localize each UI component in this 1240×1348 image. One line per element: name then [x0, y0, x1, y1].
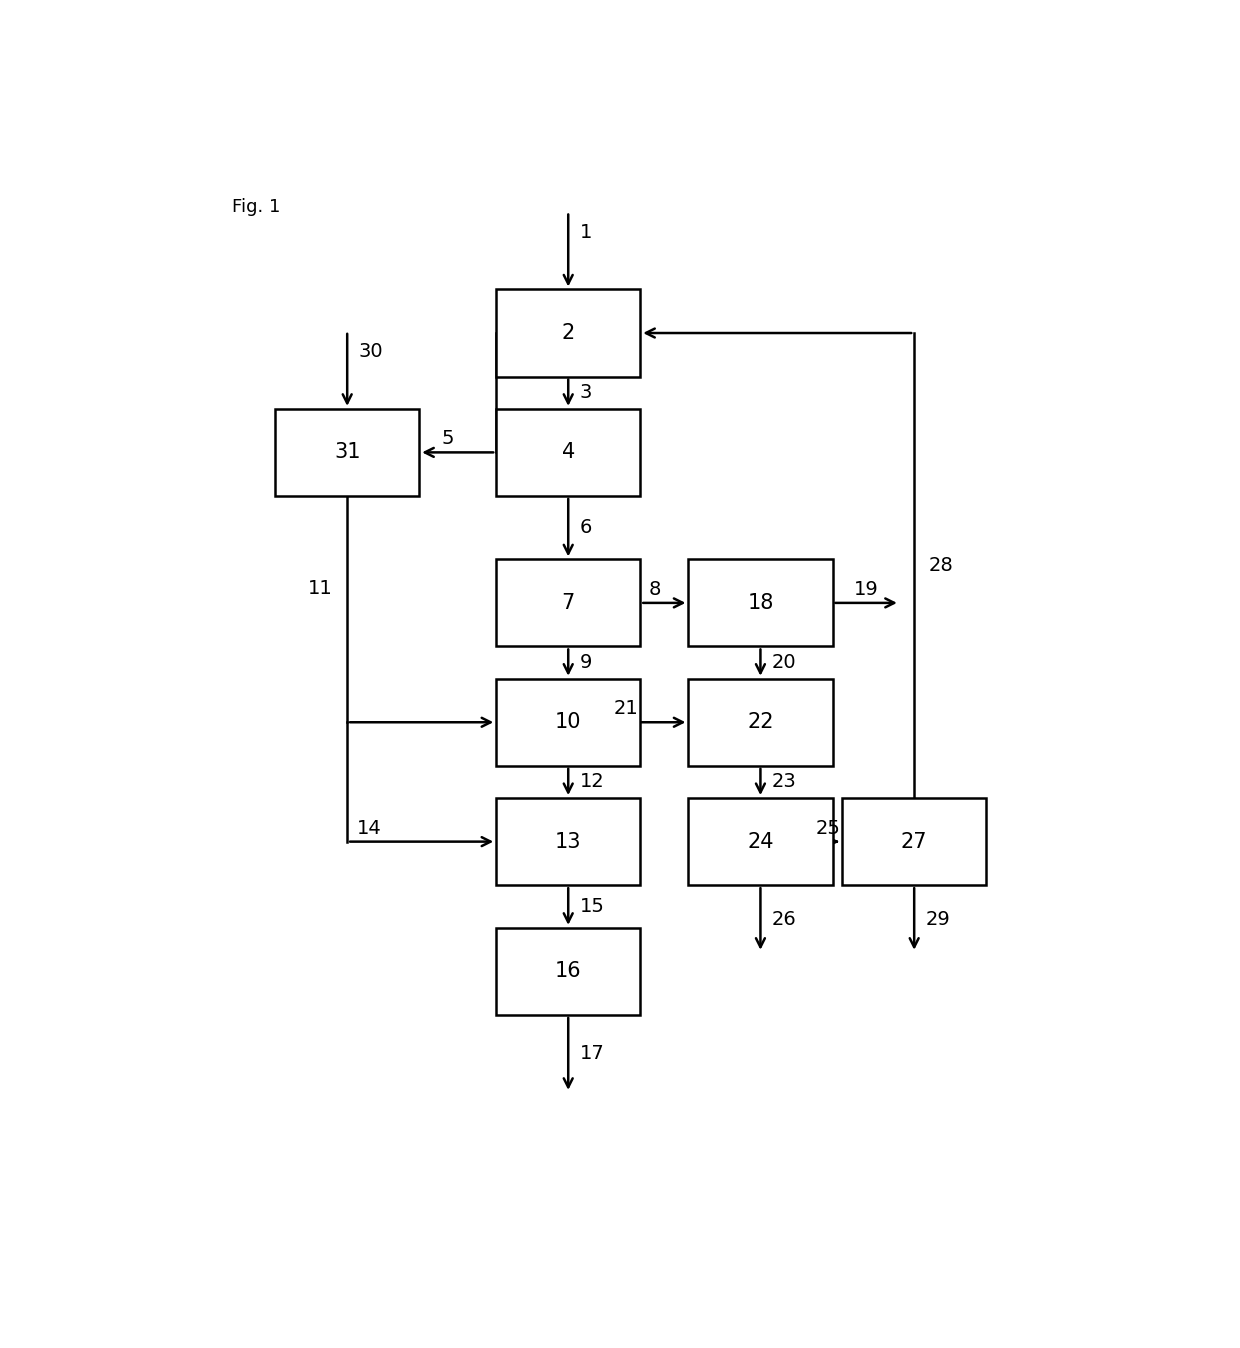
Text: 1: 1	[580, 222, 593, 241]
Bar	[496, 290, 640, 376]
Bar	[496, 798, 640, 886]
Text: 11: 11	[308, 578, 332, 599]
Bar	[496, 678, 640, 766]
Text: 24: 24	[748, 832, 774, 852]
Text: 6: 6	[580, 518, 593, 537]
Text: 8: 8	[649, 580, 661, 599]
Bar	[842, 798, 986, 886]
Text: 29: 29	[926, 910, 951, 929]
Text: 30: 30	[358, 342, 383, 361]
Text: 22: 22	[748, 712, 774, 732]
Text: 9: 9	[580, 652, 593, 673]
Bar	[688, 798, 832, 886]
Bar	[688, 678, 832, 766]
Text: 5: 5	[441, 430, 454, 449]
Text: 2: 2	[562, 324, 575, 342]
Text: 7: 7	[562, 593, 575, 613]
Text: 26: 26	[773, 910, 797, 929]
Text: 12: 12	[580, 772, 605, 791]
Bar	[496, 408, 640, 496]
Text: 28: 28	[929, 555, 954, 576]
Text: 31: 31	[334, 442, 361, 462]
Text: 27: 27	[901, 832, 928, 852]
Text: 14: 14	[357, 818, 382, 837]
Bar	[496, 559, 640, 647]
Text: 15: 15	[580, 896, 605, 917]
Bar	[688, 559, 832, 647]
Text: 23: 23	[773, 772, 797, 791]
Text: 13: 13	[556, 832, 582, 852]
Text: 3: 3	[580, 383, 593, 402]
Text: 25: 25	[815, 818, 841, 837]
Text: 20: 20	[773, 652, 796, 673]
Text: 16: 16	[556, 961, 582, 981]
Text: 10: 10	[556, 712, 582, 732]
Bar	[496, 927, 640, 1015]
Bar	[275, 408, 419, 496]
Text: 17: 17	[580, 1043, 605, 1062]
Text: Fig. 1: Fig. 1	[232, 198, 280, 216]
Text: 21: 21	[614, 700, 639, 718]
Text: 18: 18	[748, 593, 774, 613]
Text: 4: 4	[562, 442, 575, 462]
Text: 19: 19	[854, 580, 878, 599]
